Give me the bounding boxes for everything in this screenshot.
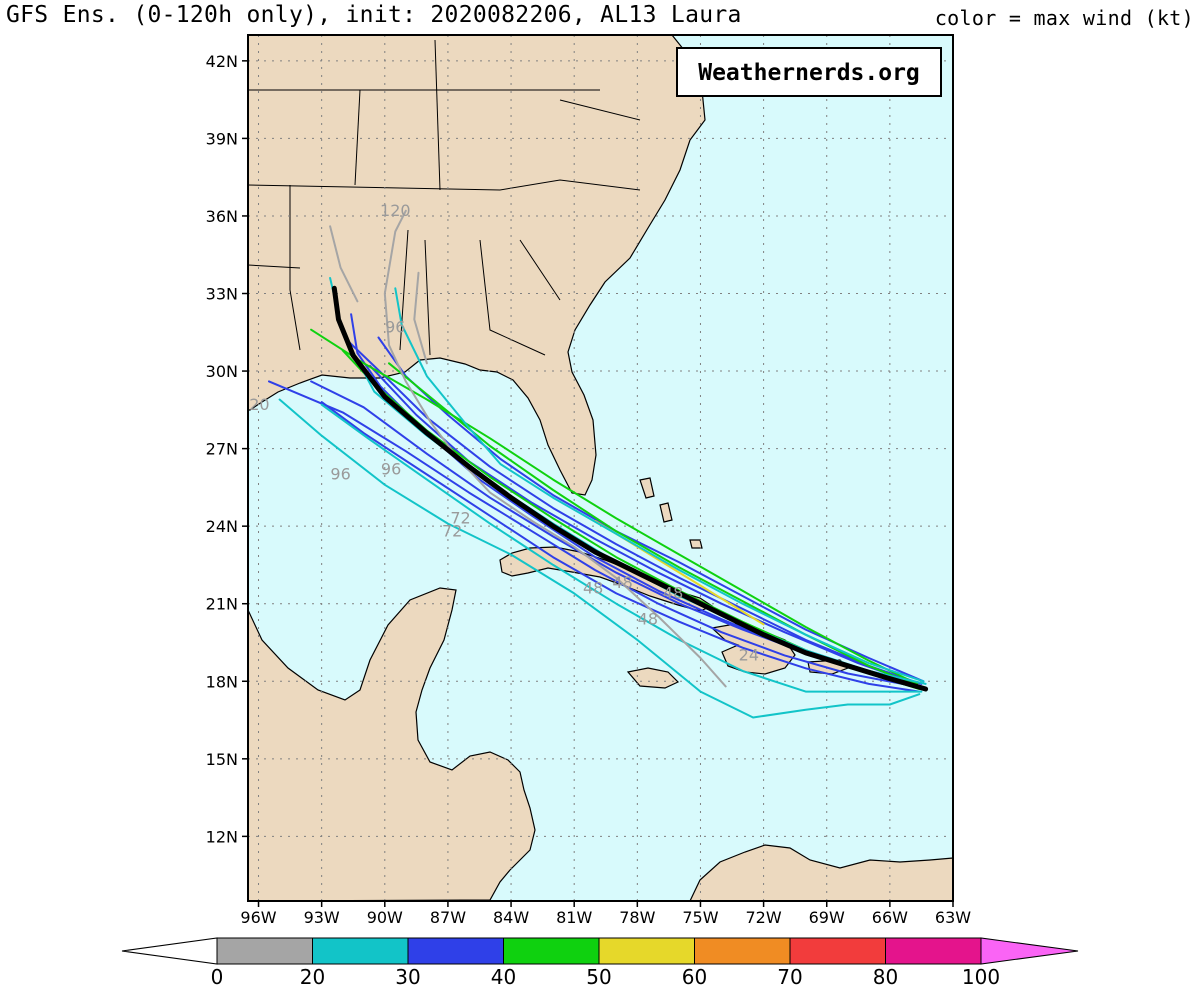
ensemble-track-line — [388, 362, 921, 688]
colorbar-label: 0 — [211, 965, 224, 989]
colorbar-label: 80 — [873, 965, 898, 989]
colorbar-segment — [503, 937, 600, 965]
forecast-hour-label: 48 — [663, 584, 683, 603]
lon-tick-label: 96W — [240, 908, 276, 927]
lon-tick-label: 87W — [430, 908, 466, 927]
ensemble-track-line — [268, 380, 917, 688]
colorbar-segment — [694, 937, 791, 965]
watermark-text: Weathernerds.org — [698, 60, 920, 86]
forecast-hour-label: 96 — [330, 465, 350, 484]
colorbar-under-arrow — [121, 937, 218, 965]
ensemble-track-line — [413, 271, 428, 365]
lat-tick-label: 30N — [206, 362, 238, 381]
lon-tick-label: 75W — [682, 908, 718, 927]
land-north-america — [248, 35, 706, 496]
forecast-hour-label: 48 — [638, 609, 658, 628]
forecast-hour-label: 24 — [739, 646, 759, 665]
lon-tick-label: 66W — [872, 908, 908, 927]
colorbar-label: 100 — [962, 965, 1000, 989]
lat-lon-grid — [248, 35, 953, 901]
colorbar-segment — [598, 937, 695, 965]
lat-tick-label: 27N — [206, 440, 238, 459]
lon-tick-label: 72W — [746, 908, 782, 927]
colorbar-segment — [407, 937, 504, 965]
ensemble-track-line — [383, 209, 727, 688]
map-frame — [247, 34, 954, 902]
lon-tick-label: 84W — [493, 908, 529, 927]
forecast-hour-label: 96 — [385, 317, 405, 336]
map-title: GFS Ens. (0-120h only), init: 2020082206… — [6, 2, 742, 28]
lon-tick-label: 90W — [367, 908, 403, 927]
lon-tick-label: 78W — [619, 908, 655, 927]
watermark-box: Weathernerds.org — [676, 47, 942, 97]
colorbar-segment — [885, 937, 982, 965]
forecast-hour-label: 48 — [583, 578, 603, 597]
ensemble-track-line — [320, 401, 921, 693]
lon-tick-label: 93W — [304, 908, 340, 927]
land-south-america — [689, 844, 953, 901]
colorbar-label: 30 — [395, 965, 420, 989]
colorbar-label: 20 — [300, 965, 325, 989]
land-bahamas — [639, 477, 703, 549]
colorbar: 0 20 30 40 50 60 70 80 100 — [121, 937, 1079, 989]
lat-tick-label: 24N — [206, 517, 238, 536]
forecast-hour-label: 96 — [381, 459, 401, 478]
state-borders — [248, 39, 641, 356]
ensemble-track-line — [329, 225, 359, 303]
ensemble-track-line — [320, 403, 923, 693]
mean-track-line — [331, 285, 929, 692]
colorbar-label: 70 — [777, 965, 802, 989]
land-jamaica — [626, 667, 680, 689]
colorbar-label: 60 — [682, 965, 707, 989]
ensemble-track-line — [345, 339, 923, 685]
lat-tick-label: 36N — [206, 207, 238, 226]
forecast-hour-label: 48 — [612, 573, 632, 592]
land-mexico-central-america — [248, 587, 536, 901]
lon-tick-label: 69W — [809, 908, 845, 927]
axis-ticks: 42N 39N 36N 33N 30N 27N 24N 21N 18N 15N 12N 96W 93W 9… — [206, 52, 972, 927]
ensemble-mean-track — [331, 285, 929, 692]
lat-tick-label: 21N — [206, 595, 238, 614]
lat-tick-label: 42N — [206, 52, 238, 71]
land-layer — [248, 35, 953, 901]
colorbar-segment — [216, 937, 313, 965]
lat-tick-label: 15N — [206, 750, 238, 769]
forecast-hour-label: 120 — [239, 395, 270, 414]
forecast-hour-label: 120 — [380, 201, 411, 220]
lon-tick-label: 81W — [556, 908, 592, 927]
ensemble-track-line — [394, 287, 925, 683]
colorbar-segment — [312, 937, 409, 965]
color-legend-note: color = max wind (kt) — [934, 6, 1194, 30]
colorbar-label: 50 — [586, 965, 611, 989]
lat-tick-label: 33N — [206, 285, 238, 304]
colorbar-over-arrow — [980, 937, 1079, 965]
lat-tick-label: 39N — [206, 129, 238, 148]
ensemble-track-line — [278, 398, 921, 719]
forecast-hour-label: 72 — [450, 509, 470, 528]
ensemble-track-line — [310, 328, 919, 685]
lat-tick-label: 12N — [206, 827, 238, 846]
colorbar-label: 40 — [491, 965, 516, 989]
forecast-hour-label: 72 — [442, 522, 462, 541]
lon-tick-label: 63W — [935, 908, 971, 927]
lat-tick-label: 18N — [206, 672, 238, 691]
colorbar-segment — [789, 937, 886, 965]
